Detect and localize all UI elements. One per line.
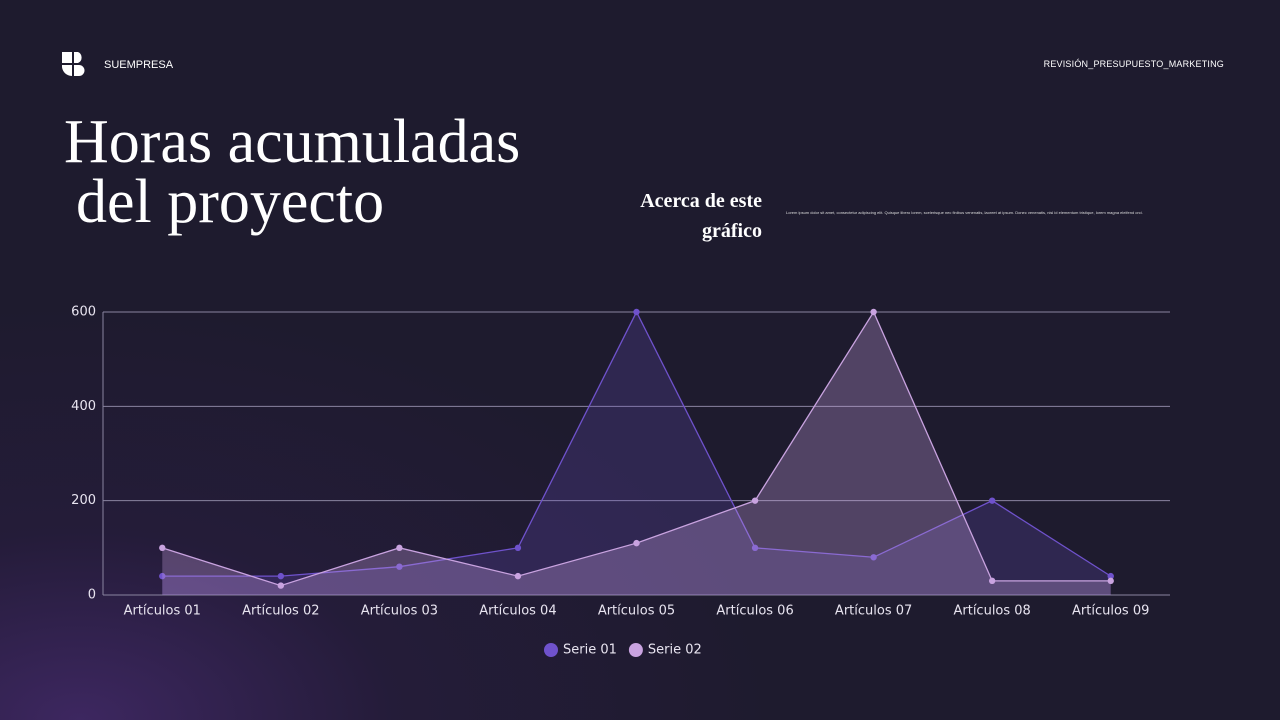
y-tick-label: 0 (88, 588, 96, 603)
y-tick-label: 200 (71, 493, 96, 508)
point (988, 577, 996, 585)
logo (62, 52, 85, 77)
about-heading-line: gráfico (702, 220, 762, 242)
point (751, 544, 759, 552)
about-heading-line: Acerca de este (640, 190, 762, 212)
point (988, 497, 996, 504)
point (1107, 572, 1114, 580)
x-tick-label: Artículos 05 (598, 604, 675, 619)
point (870, 554, 877, 561)
title-line: del proyecto (76, 168, 385, 236)
x-tick-label: Artículos 01 (124, 604, 201, 619)
point (159, 544, 166, 552)
y-tick-label: 400 (71, 399, 96, 414)
point (396, 544, 403, 552)
point (396, 563, 403, 570)
legend-swatch (628, 643, 643, 657)
point (870, 308, 877, 316)
x-tick-label: Artículos 04 (479, 604, 556, 619)
point (751, 497, 759, 504)
point (514, 572, 522, 580)
title-line: Horas acumuladas (64, 108, 521, 176)
brand: SUEMPRESA (104, 59, 174, 71)
legend-swatch (544, 643, 558, 657)
area (162, 312, 1111, 595)
about-heading: Acerca de este gráfico (560, 186, 762, 246)
x-tick-label: Artículos 08 (953, 604, 1030, 619)
about-body: Lorem ipsum dolor sit amet, consectetur … (786, 210, 1143, 215)
x-tick-label: Artículos 07 (835, 604, 912, 619)
point (277, 582, 285, 589)
legend-label: Serie 01 (563, 643, 617, 658)
legend-label: Serie 02 (648, 643, 702, 658)
point (159, 572, 166, 580)
area (162, 312, 1111, 595)
x-tick-label: Artículos 03 (361, 604, 438, 619)
x-tick-label: Artículos 06 (716, 604, 793, 619)
point (514, 544, 522, 552)
point (633, 539, 640, 547)
point (633, 308, 640, 316)
x-tick-label: Artículos 09 (1072, 604, 1149, 619)
title: Horas acumuladas del proyecto (64, 108, 521, 236)
point (277, 572, 285, 580)
y-tick-label: 600 (71, 305, 96, 320)
doc-tag: REVISIÓN_PRESUPUESTO_MARKETING (1043, 59, 1224, 69)
point (1107, 577, 1114, 585)
x-tick-label: Artículos 02 (242, 604, 319, 619)
